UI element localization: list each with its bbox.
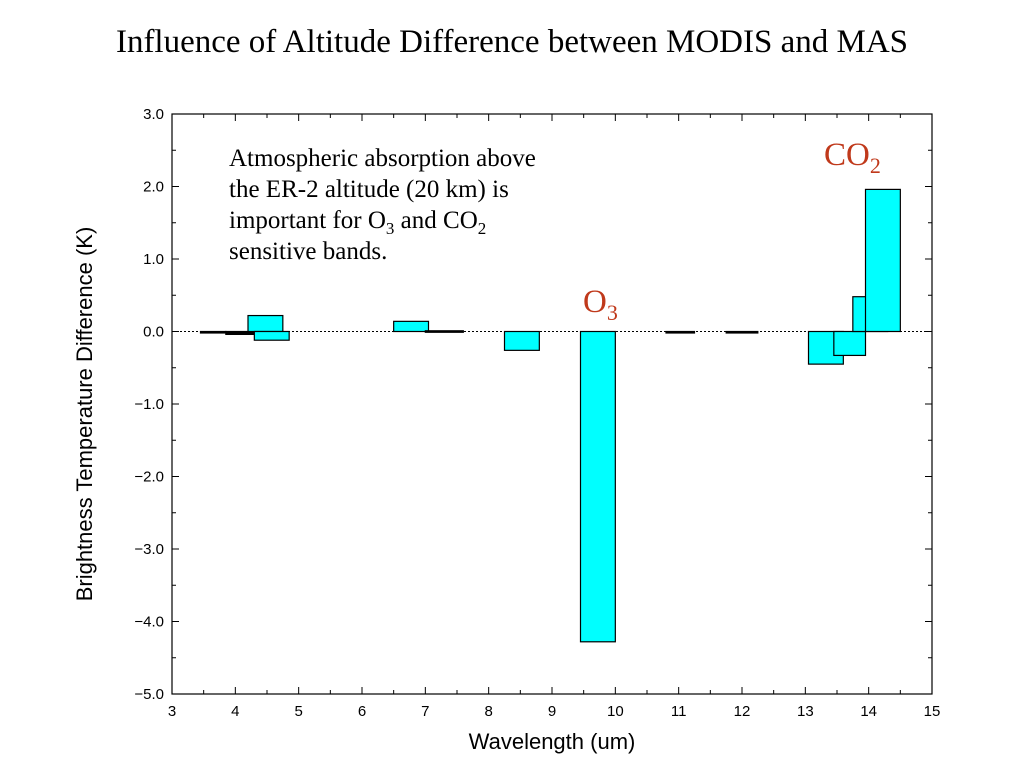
o3-label-main: O [583, 284, 607, 320]
y-tick-label: −5.0 [134, 686, 164, 703]
y-tick-label: 2.0 [143, 179, 164, 196]
x-tick-label: 13 [797, 703, 814, 720]
co2-label-sub: 2 [870, 153, 881, 178]
bar-8 [579, 330, 616, 643]
annotation-line-1: Atmospheric absorption above [229, 145, 536, 172]
annotation-note: Atmospheric absorption above the ER-2 alt… [229, 145, 536, 265]
y-tick-label: −4.0 [134, 614, 164, 631]
o3-label: O3 [583, 284, 618, 325]
x-tick-label: 15 [924, 703, 941, 720]
x-tick-label: 3 [168, 703, 176, 720]
annotation-line-3: important for O3 and CO2 [229, 207, 486, 238]
x-tick-label: 10 [607, 703, 624, 720]
x-tick-label: 11 [671, 703, 687, 720]
bar-5 [393, 320, 430, 333]
x-tick-label: 12 [734, 703, 751, 720]
co2-label: CO2 [824, 137, 881, 178]
y-axis-title: Brightness Temperature Difference (K) [72, 227, 97, 602]
x-tick-label: 7 [421, 703, 429, 720]
co2-label-main: CO [824, 137, 870, 173]
o3-label-sub: 3 [607, 300, 618, 325]
page-title: Influence of Altitude Difference between… [115, 24, 909, 60]
bar-14 [864, 188, 901, 333]
annotation-line-4: sensitive bands. [229, 238, 387, 265]
note-text: the ER-2 altitude (20 km) is [229, 176, 509, 203]
x-tick-label: 14 [860, 703, 877, 720]
note-text: important for O [229, 207, 386, 234]
ticks-layer: 3 4 5 6 7 8 9 10 11 12 13 14 15 3.0 2.0 1.0 0.0 −1.0 −2.0 −… [134, 106, 940, 720]
bar-3 [247, 314, 284, 333]
y-tick-label: −3.0 [134, 541, 164, 558]
y-tick-label: 0.0 [143, 324, 164, 341]
x-axis-title: Wavelength (um) [469, 729, 636, 754]
y-tick-label: 3.0 [143, 106, 164, 123]
y-tick-label: 1.0 [143, 251, 164, 268]
note-text: Atmospheric absorption above [229, 145, 536, 172]
x-tick-label: 9 [548, 703, 556, 720]
x-tick-label: 5 [294, 703, 302, 720]
note-text: sensitive bands. [229, 238, 387, 265]
bar-7 [503, 330, 540, 351]
bar-4 [253, 330, 290, 341]
x-tick-label: 6 [358, 703, 366, 720]
annotation-line-2: the ER-2 altitude (20 km) is [229, 176, 509, 203]
subscript: 3 [386, 219, 395, 238]
x-tick-label: 8 [484, 703, 492, 720]
bar-12 [833, 330, 867, 357]
x-tick-label: 4 [231, 703, 239, 720]
subscript: 2 [478, 219, 487, 238]
y-tick-label: −1.0 [134, 396, 164, 413]
y-tick-label: −2.0 [134, 469, 164, 486]
note-text: and CO [394, 207, 477, 234]
